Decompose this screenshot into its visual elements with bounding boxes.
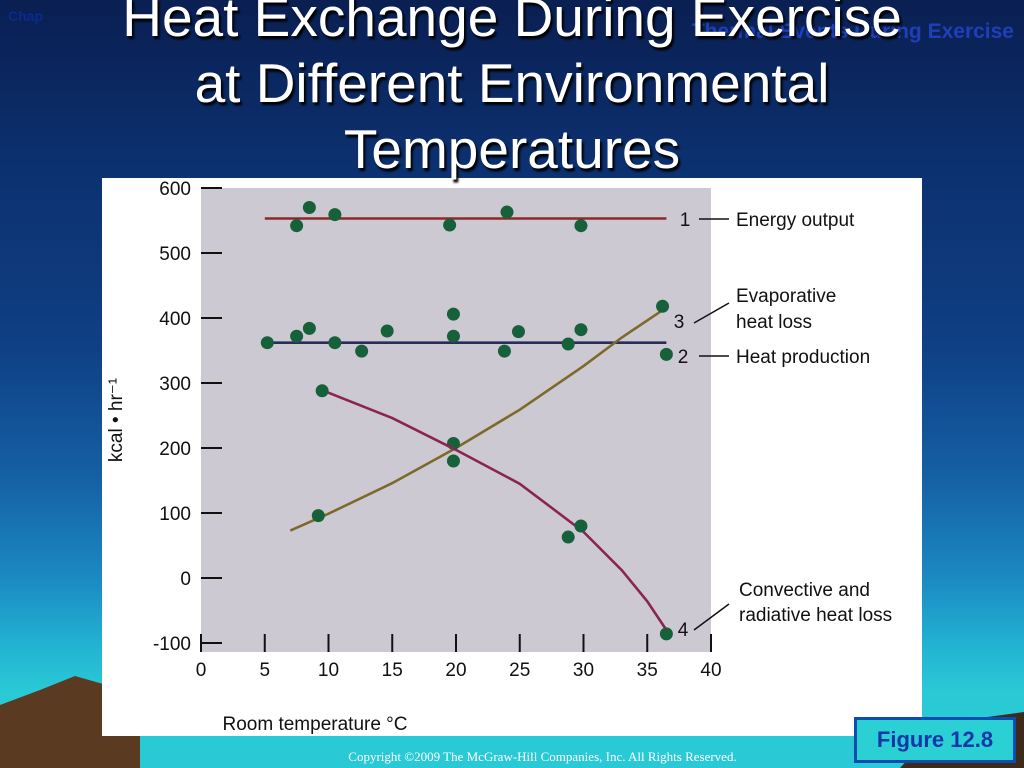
y-tick-label: 500 (159, 244, 191, 265)
data-point-conv (561, 530, 575, 544)
data-point-energy (443, 218, 457, 232)
data-point-heat (290, 329, 304, 343)
data-point-heat (561, 337, 575, 351)
data-point-heat (260, 336, 274, 350)
x-tick-label: 20 (445, 660, 466, 681)
x-tick-label: 15 (382, 660, 403, 681)
data-point-energy (574, 219, 588, 233)
data-point-heat (497, 344, 511, 358)
series-number: 3 (674, 312, 685, 333)
leader-line (693, 302, 730, 324)
slide-title: Heat Exchange During Exercise at Differe… (0, 0, 1024, 182)
x-tick-label: 5 (259, 660, 270, 681)
x-tick-label: 30 (573, 660, 594, 681)
data-point-heat (355, 344, 369, 358)
data-point-energy (500, 205, 514, 219)
series-label: Convective and (739, 580, 870, 601)
data-point-energy (328, 208, 342, 222)
series-line-evap (289, 309, 664, 532)
data-point-energy (302, 201, 316, 214)
series-number: 1 (680, 210, 691, 231)
data-point-conv (446, 454, 460, 468)
data-point-conv (574, 519, 588, 533)
x-tick-label: 0 (196, 660, 207, 681)
data-point-energy (290, 219, 304, 233)
series-label: Energy output (736, 210, 855, 231)
series-label: Evaporative (736, 286, 836, 307)
series-number: 2 (678, 347, 689, 368)
x-tick-label: 10 (318, 660, 339, 681)
x-tick-label: 25 (509, 660, 530, 681)
data-point-heat (659, 347, 673, 361)
y-tick-label: 400 (159, 309, 191, 330)
x-tick-label: 40 (700, 660, 721, 681)
data-point-heat (302, 321, 316, 335)
data-point-heat (380, 324, 394, 338)
title-line: Temperatures (343, 118, 681, 180)
title-line: at Different Environmental (194, 52, 830, 114)
data-point-evap (656, 299, 670, 313)
title-line: Heat Exchange During Exercise (122, 0, 902, 48)
series-number: 4 (678, 620, 689, 641)
chart-panel: -100 0 100 200 300 400 500 600 0 5 10 15 20 25 30 35 40 1… (102, 178, 922, 736)
y-tick-label: 0 (180, 569, 191, 590)
series-label: radiative heat loss (739, 605, 892, 626)
chapter-label: Chap (8, 8, 43, 24)
data-point-heat (446, 329, 460, 343)
data-point-conv (315, 384, 329, 398)
data-point-conv (659, 627, 673, 641)
data-point-evap (311, 509, 325, 523)
y-tick-label: 100 (159, 504, 191, 525)
data-point-heat (511, 325, 525, 339)
x-axis-label: Room temperature °C (223, 714, 408, 735)
y-tick-label: 200 (159, 439, 191, 460)
y-axis-label: kcal • hr⁻¹ (106, 378, 127, 462)
data-point-heat (328, 336, 342, 350)
plot-area (201, 188, 711, 652)
data-point-heat (574, 323, 588, 337)
x-tick-label: 35 (637, 660, 658, 681)
section-header: Thermal Events During Exercise (691, 20, 1014, 43)
series-label: Heat production (736, 347, 870, 368)
y-tick-label: 300 (159, 374, 191, 395)
copyright-notice: Copyright ©2009 The McGraw-Hill Companie… (348, 749, 737, 764)
y-tick-label: 600 (159, 179, 191, 200)
leader-line (693, 603, 730, 631)
y-tick-label: -100 (153, 634, 191, 655)
figure-badge: Figure 12.8 (854, 717, 1016, 763)
series-line-conv (321, 388, 668, 631)
data-point-heat (446, 307, 460, 321)
series-label: heat loss (736, 312, 812, 333)
